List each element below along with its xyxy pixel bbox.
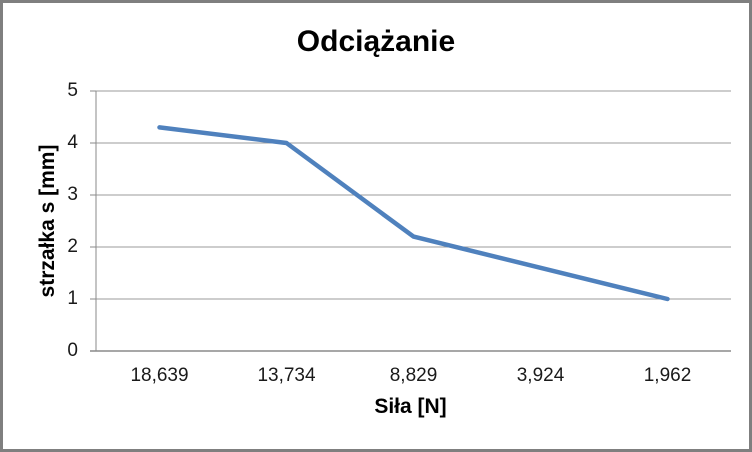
chart-title: Odciążanie [296, 25, 456, 58]
y-axis-tick-label: 4 [67, 132, 78, 153]
y-axis-tick-label: 2 [67, 236, 78, 257]
x-axis-category-label: 1,962 [643, 365, 692, 386]
x-axis-category-label: 13,734 [257, 365, 316, 386]
series-line [157, 125, 670, 302]
x-axis-category-label: 18,639 [130, 365, 189, 386]
x-axis-title: Siła [N] [374, 395, 447, 418]
y-axis-tick-label: 5 [67, 80, 78, 101]
y-axis-tick-label: 3 [67, 184, 78, 205]
plot-area [90, 90, 731, 352]
y-axis-tick-label: 0 [67, 340, 78, 361]
y-axis-tick-label: 1 [67, 288, 78, 309]
x-axis-category-label: 8,829 [389, 365, 438, 386]
x-axis-category-label: 3,924 [516, 365, 565, 386]
y-axis-tick-labels: 0 1 2 3 4 5 [3, 3, 78, 449]
